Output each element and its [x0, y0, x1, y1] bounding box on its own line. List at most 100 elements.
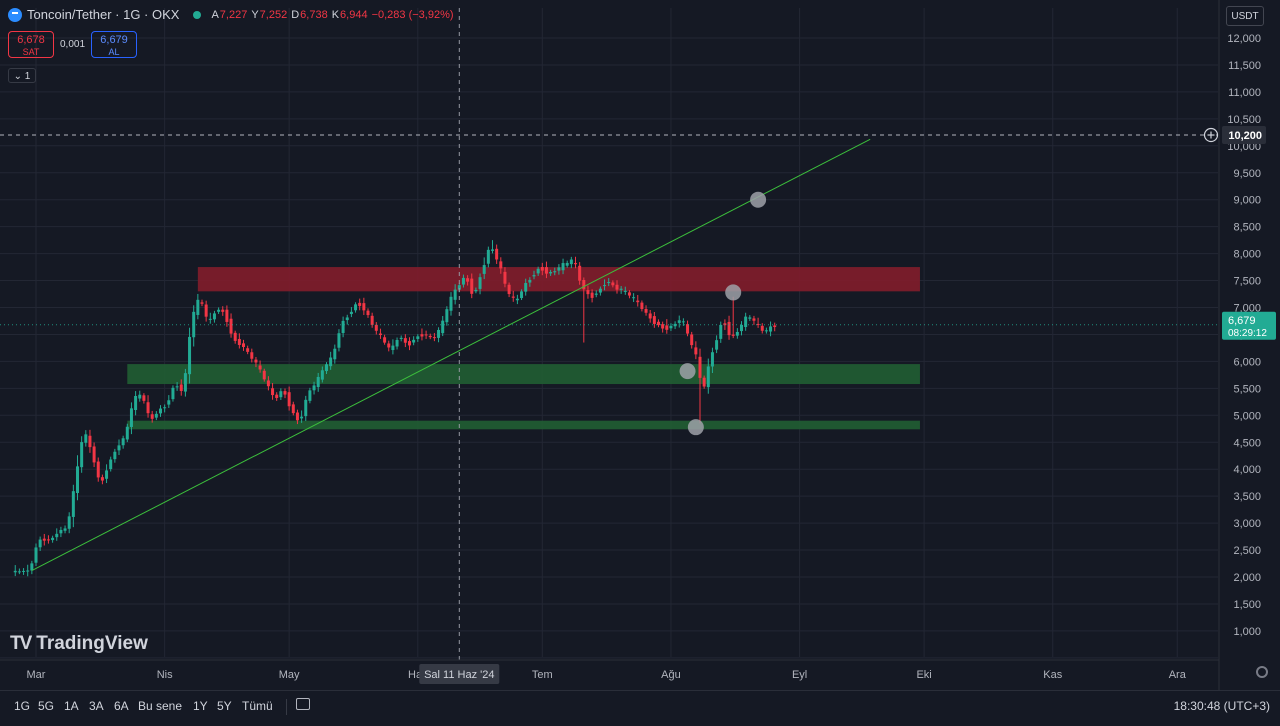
candle[interactable]	[752, 318, 756, 321]
candle[interactable]	[254, 359, 258, 363]
candle[interactable]	[598, 288, 602, 293]
candle[interactable]	[474, 289, 478, 292]
marker-circle[interactable]	[679, 363, 696, 380]
settings-gear-icon[interactable]	[1256, 666, 1268, 678]
candle[interactable]	[764, 330, 768, 332]
candle[interactable]	[96, 461, 100, 478]
candle[interactable]	[420, 334, 424, 337]
candle[interactable]	[607, 282, 611, 284]
candle[interactable]	[354, 304, 358, 311]
candle[interactable]	[582, 279, 586, 290]
candle[interactable]	[520, 291, 524, 299]
candle[interactable]	[627, 292, 631, 296]
candle[interactable]	[557, 267, 561, 271]
candle[interactable]	[449, 296, 453, 311]
add-alert-icon[interactable]	[1203, 127, 1219, 143]
candle[interactable]	[337, 333, 341, 348]
candle[interactable]	[55, 533, 59, 538]
candle[interactable]	[171, 387, 175, 400]
marker-circle[interactable]	[725, 284, 742, 301]
candle[interactable]	[17, 571, 21, 573]
candle[interactable]	[295, 412, 299, 421]
candle[interactable]	[46, 539, 50, 541]
candle[interactable]	[748, 317, 752, 319]
market-status-icon[interactable]	[193, 10, 202, 19]
candle[interactable]	[237, 339, 241, 345]
candle[interactable]	[304, 399, 308, 417]
candle[interactable]	[125, 426, 129, 440]
candle[interactable]	[710, 352, 714, 367]
candle[interactable]	[246, 348, 250, 352]
candle[interactable]	[424, 334, 428, 336]
candle[interactable]	[183, 373, 187, 392]
candle[interactable]	[242, 343, 245, 347]
candle[interactable]	[38, 539, 42, 548]
candle[interactable]	[192, 311, 196, 338]
candle[interactable]	[30, 563, 34, 571]
candle[interactable]	[466, 278, 470, 282]
candle[interactable]	[374, 324, 378, 331]
candle[interactable]	[42, 538, 46, 541]
candle[interactable]	[719, 324, 723, 339]
candle[interactable]	[67, 516, 71, 529]
candle[interactable]	[266, 380, 270, 387]
candle[interactable]	[320, 370, 324, 380]
candle[interactable]	[283, 391, 287, 395]
candle[interactable]	[408, 341, 411, 346]
support-zone[interactable]	[127, 420, 920, 430]
candle[interactable]	[308, 390, 312, 401]
candle[interactable]	[553, 271, 557, 273]
candle[interactable]	[271, 388, 275, 396]
candle[interactable]	[574, 263, 577, 265]
candle[interactable]	[113, 451, 117, 460]
candle[interactable]	[715, 340, 719, 350]
candle[interactable]	[179, 384, 183, 391]
candle[interactable]	[399, 337, 403, 339]
candle[interactable]	[673, 323, 677, 327]
candle[interactable]	[358, 302, 362, 306]
candle[interactable]	[312, 385, 316, 391]
candle[interactable]	[200, 302, 204, 304]
candle[interactable]	[225, 309, 229, 322]
marker-circle[interactable]	[750, 191, 767, 208]
candle[interactable]	[395, 339, 399, 347]
candle[interactable]	[109, 459, 113, 470]
candle[interactable]	[325, 364, 328, 372]
candle[interactable]	[461, 277, 465, 285]
candle[interactable]	[515, 298, 519, 301]
candle[interactable]	[603, 285, 607, 287]
candle[interactable]	[250, 352, 254, 359]
candle[interactable]	[769, 326, 773, 332]
candle[interactable]	[229, 318, 233, 334]
candle[interactable]	[773, 325, 777, 328]
candle[interactable]	[105, 470, 109, 479]
candle[interactable]	[698, 356, 702, 378]
candle[interactable]	[212, 313, 216, 320]
candle[interactable]	[134, 395, 138, 411]
candle[interactable]	[491, 249, 494, 251]
candle[interactable]	[163, 407, 167, 409]
candle[interactable]	[536, 268, 540, 274]
candle[interactable]	[619, 288, 623, 290]
candle[interactable]	[88, 435, 92, 448]
candle[interactable]	[586, 290, 590, 295]
candle[interactable]	[63, 528, 67, 531]
candle[interactable]	[486, 249, 490, 264]
indicators-toggle[interactable]: ⌄ 1	[8, 68, 36, 83]
candle[interactable]	[657, 321, 660, 326]
candle[interactable]	[561, 263, 565, 271]
candle[interactable]	[121, 438, 125, 446]
candle[interactable]	[26, 570, 30, 572]
candle[interactable]	[648, 313, 652, 319]
candle[interactable]	[702, 377, 706, 387]
candle[interactable]	[540, 267, 544, 271]
candle[interactable]	[740, 324, 743, 332]
candle[interactable]	[756, 323, 760, 325]
candle[interactable]	[578, 265, 582, 281]
candle[interactable]	[640, 302, 644, 310]
candle[interactable]	[453, 289, 457, 300]
timeframe-button[interactable]: Tümü	[242, 699, 273, 713]
sell-button[interactable]: 6,678 SAT	[8, 31, 54, 58]
candle[interactable]	[694, 347, 698, 355]
candle[interactable]	[445, 309, 449, 323]
